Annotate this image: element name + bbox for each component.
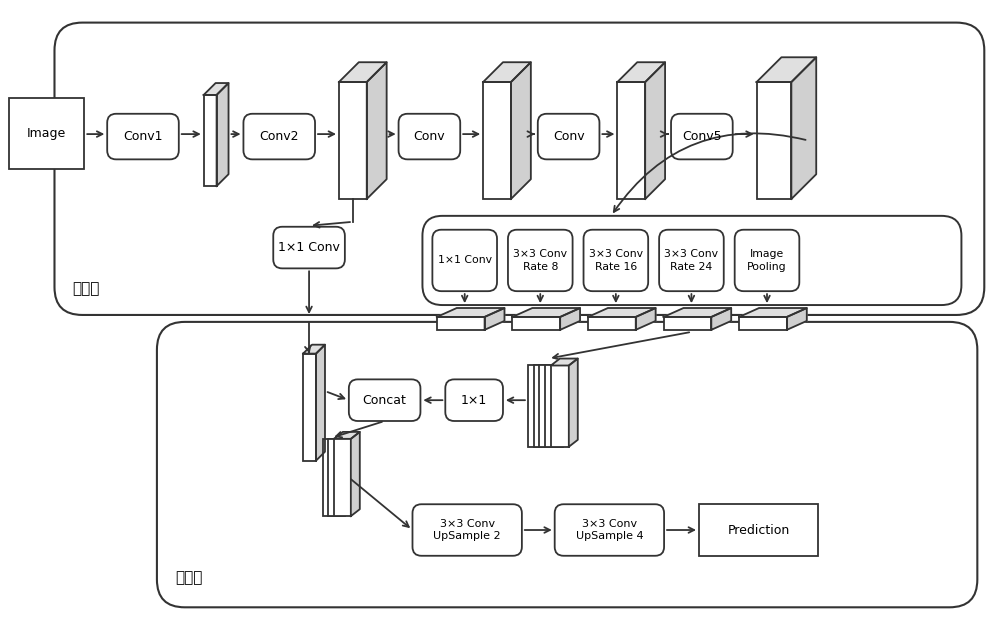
Polygon shape bbox=[636, 308, 656, 330]
Bar bbox=[339, 82, 367, 199]
Polygon shape bbox=[512, 308, 580, 317]
FancyBboxPatch shape bbox=[243, 114, 315, 159]
FancyBboxPatch shape bbox=[445, 379, 503, 421]
Polygon shape bbox=[351, 432, 360, 516]
Bar bbox=[545, 366, 563, 447]
Text: 解码器: 解码器 bbox=[175, 570, 202, 585]
FancyBboxPatch shape bbox=[273, 227, 345, 268]
Text: 3×3 Conv
Rate 8: 3×3 Conv Rate 8 bbox=[513, 249, 567, 272]
FancyBboxPatch shape bbox=[432, 230, 497, 291]
FancyBboxPatch shape bbox=[538, 114, 599, 159]
Bar bbox=[328, 439, 345, 516]
Polygon shape bbox=[511, 62, 531, 199]
Bar bbox=[323, 439, 340, 516]
Text: Conv1: Conv1 bbox=[123, 130, 163, 143]
Polygon shape bbox=[617, 62, 665, 82]
Polygon shape bbox=[483, 62, 531, 82]
Bar bbox=[757, 82, 791, 199]
FancyBboxPatch shape bbox=[399, 114, 460, 159]
Text: 1×1 Conv: 1×1 Conv bbox=[438, 255, 492, 265]
Bar bbox=[9, 98, 84, 169]
FancyBboxPatch shape bbox=[349, 379, 420, 421]
Bar bbox=[664, 317, 711, 330]
Text: Conv2: Conv2 bbox=[259, 130, 299, 143]
Bar bbox=[617, 82, 645, 199]
FancyBboxPatch shape bbox=[671, 114, 733, 159]
Polygon shape bbox=[791, 57, 816, 199]
Polygon shape bbox=[664, 308, 731, 317]
Text: 1×1 Conv: 1×1 Conv bbox=[278, 241, 340, 254]
Bar bbox=[551, 366, 569, 447]
Polygon shape bbox=[316, 345, 325, 461]
Polygon shape bbox=[303, 345, 325, 353]
Bar bbox=[539, 366, 557, 447]
Text: 3×3 Conv
UpSample 4: 3×3 Conv UpSample 4 bbox=[576, 519, 643, 541]
FancyBboxPatch shape bbox=[54, 22, 984, 315]
Polygon shape bbox=[588, 308, 656, 317]
FancyBboxPatch shape bbox=[584, 230, 648, 291]
Bar bbox=[699, 504, 818, 556]
Bar bbox=[512, 317, 560, 330]
Polygon shape bbox=[711, 308, 731, 330]
Polygon shape bbox=[757, 57, 816, 82]
Polygon shape bbox=[334, 432, 360, 439]
Polygon shape bbox=[367, 62, 387, 199]
Text: 编码器: 编码器 bbox=[72, 281, 100, 296]
Bar bbox=[528, 366, 546, 447]
Bar bbox=[303, 353, 316, 461]
Text: Conv5: Conv5 bbox=[682, 130, 722, 143]
Text: Prediction: Prediction bbox=[727, 523, 790, 536]
Polygon shape bbox=[204, 83, 229, 95]
Bar bbox=[204, 95, 217, 186]
FancyBboxPatch shape bbox=[422, 216, 961, 305]
Text: Image
Pooling: Image Pooling bbox=[747, 249, 787, 272]
Polygon shape bbox=[551, 358, 578, 366]
Text: 3×3 Conv
UpSample 2: 3×3 Conv UpSample 2 bbox=[433, 519, 501, 541]
Polygon shape bbox=[569, 358, 578, 447]
Polygon shape bbox=[645, 62, 665, 199]
Bar bbox=[483, 82, 511, 199]
Bar bbox=[334, 439, 351, 516]
Bar bbox=[437, 317, 485, 330]
Polygon shape bbox=[485, 308, 504, 330]
Text: 3×3 Conv
Rate 16: 3×3 Conv Rate 16 bbox=[589, 249, 643, 272]
FancyBboxPatch shape bbox=[735, 230, 799, 291]
Text: 3×3 Conv
Rate 24: 3×3 Conv Rate 24 bbox=[664, 249, 718, 272]
Polygon shape bbox=[437, 308, 504, 317]
Bar bbox=[588, 317, 636, 330]
Polygon shape bbox=[739, 308, 807, 317]
Polygon shape bbox=[339, 62, 387, 82]
FancyBboxPatch shape bbox=[412, 504, 522, 556]
Polygon shape bbox=[217, 83, 229, 186]
Text: Concat: Concat bbox=[363, 394, 407, 407]
Text: Image: Image bbox=[27, 127, 66, 140]
FancyBboxPatch shape bbox=[508, 230, 573, 291]
FancyBboxPatch shape bbox=[107, 114, 179, 159]
Polygon shape bbox=[560, 308, 580, 330]
Text: Conv: Conv bbox=[553, 130, 584, 143]
Text: 1×1: 1×1 bbox=[461, 394, 487, 407]
FancyBboxPatch shape bbox=[555, 504, 664, 556]
FancyBboxPatch shape bbox=[659, 230, 724, 291]
Bar bbox=[739, 317, 787, 330]
Bar bbox=[534, 366, 552, 447]
FancyBboxPatch shape bbox=[157, 322, 977, 608]
Polygon shape bbox=[787, 308, 807, 330]
Text: Conv: Conv bbox=[414, 130, 445, 143]
